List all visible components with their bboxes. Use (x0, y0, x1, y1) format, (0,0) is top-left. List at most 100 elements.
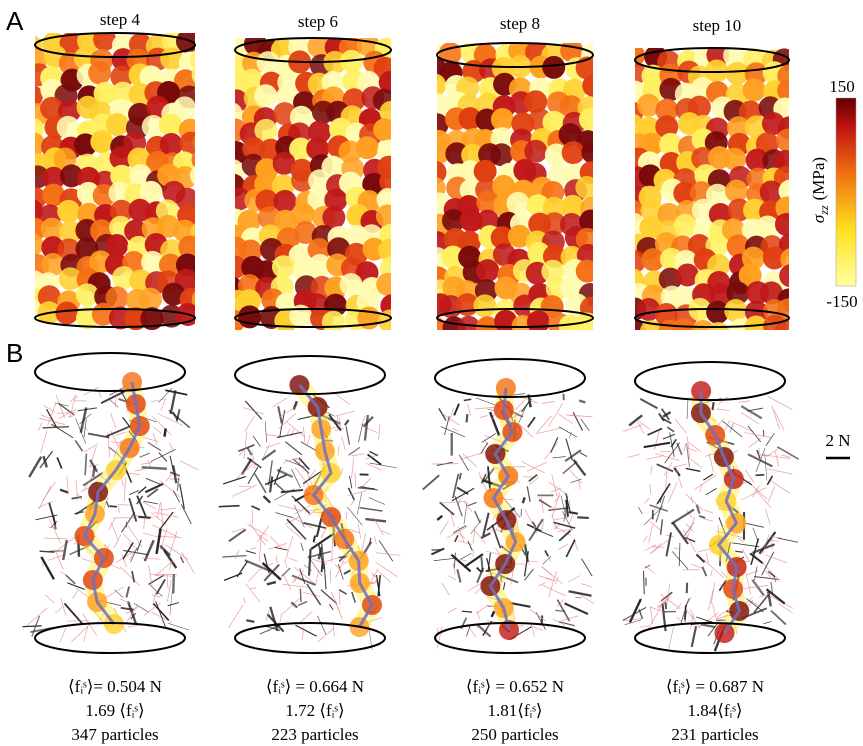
cylinder-bottom (634, 308, 790, 328)
cylinder-top (436, 42, 594, 68)
force-chain (55, 394, 65, 418)
force-chain (123, 477, 126, 502)
force-chain (675, 467, 683, 489)
particle (289, 304, 313, 328)
force-chain (351, 530, 360, 534)
particle (173, 96, 195, 120)
force-chain (251, 450, 256, 469)
force-chain (514, 399, 525, 411)
particle (105, 286, 129, 310)
particle (191, 151, 195, 169)
force-chain (158, 387, 173, 403)
force-chain (528, 476, 540, 485)
force-chain (157, 413, 183, 426)
particle (745, 148, 769, 172)
force-chain (157, 502, 161, 518)
force-chain (39, 450, 54, 469)
scale-bar-label: 2 N (825, 431, 850, 450)
force-chain (475, 604, 489, 614)
force-chain (140, 462, 153, 465)
force-chain (179, 460, 199, 471)
force-chain (440, 500, 467, 504)
force-chain (552, 456, 566, 459)
force-chain (351, 453, 365, 457)
force-chain (441, 582, 450, 596)
force-chain (105, 425, 132, 438)
force-chain (79, 407, 88, 433)
force-chain (750, 484, 768, 500)
particle (379, 170, 391, 194)
force-chain (746, 598, 764, 613)
particle (639, 216, 663, 240)
particle (373, 118, 391, 142)
particle (441, 208, 465, 232)
force-chain (125, 603, 139, 625)
force-chain (265, 442, 281, 448)
force-chain (110, 522, 119, 541)
force-chain (503, 447, 506, 456)
force-chain (655, 453, 680, 461)
force-chain (465, 413, 469, 423)
particle (40, 96, 64, 120)
force-chain (700, 623, 716, 629)
force-chain (258, 534, 269, 542)
force-chain (169, 390, 177, 415)
force-chain (755, 447, 766, 472)
force-chain (529, 608, 546, 622)
force-chain (758, 531, 777, 555)
force-chain (536, 427, 561, 434)
force-chain (433, 557, 458, 562)
particle (291, 202, 315, 226)
force-chain (773, 576, 777, 583)
force-chain (628, 598, 642, 623)
cylinder-top (34, 32, 196, 58)
force-chain (650, 465, 653, 474)
force-chain (553, 524, 560, 530)
force-chain (436, 514, 444, 521)
force-chain (671, 521, 689, 545)
force-chain (357, 423, 364, 443)
force-chain (293, 575, 296, 582)
force-chain (172, 411, 179, 421)
particle (756, 215, 780, 239)
particle (540, 295, 564, 319)
force-chain (463, 553, 484, 569)
force-chain (294, 467, 311, 487)
particle (195, 304, 218, 327)
force-chain (328, 413, 342, 432)
force-chain (725, 519, 728, 529)
force-chain (644, 544, 657, 551)
force-chain (244, 416, 255, 432)
force-chain (115, 549, 137, 564)
force-chain (83, 624, 89, 642)
force-chain (683, 443, 686, 452)
force-chain (581, 583, 592, 588)
force-chain (481, 479, 502, 488)
force-chain (564, 602, 589, 616)
particle (490, 127, 514, 151)
force-chain (266, 613, 285, 633)
force-chain (317, 615, 327, 635)
particle (112, 266, 136, 290)
particle (759, 281, 783, 305)
force-chain (781, 454, 792, 459)
particle (90, 130, 114, 154)
particle (671, 285, 695, 309)
force-chain (761, 561, 781, 582)
force-chain (448, 407, 455, 423)
force-chain (222, 476, 246, 485)
force-chain (526, 486, 531, 503)
force-chain (246, 619, 255, 623)
force-chain (62, 539, 68, 561)
force-chain (678, 542, 681, 567)
force-chain (767, 396, 793, 410)
force-chain (667, 481, 678, 503)
particle (575, 176, 593, 200)
force-chain (119, 598, 130, 604)
force-chain (651, 543, 662, 554)
particle (237, 289, 261, 313)
particle (691, 146, 715, 170)
force-chain (125, 586, 131, 598)
particle (526, 310, 550, 330)
particle (542, 110, 566, 134)
